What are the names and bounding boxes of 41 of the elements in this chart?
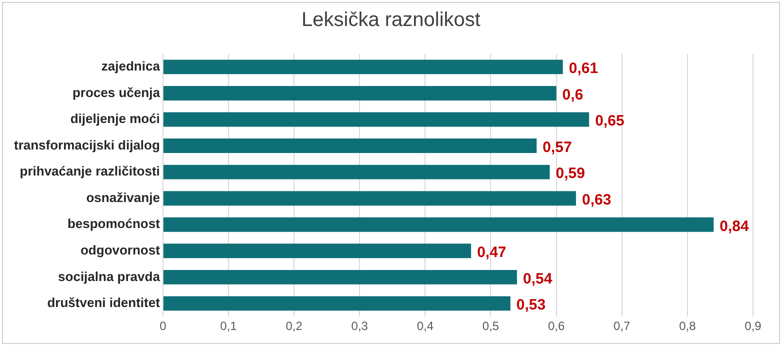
y-tick-label: transformacijski dijalog <box>14 137 160 152</box>
y-tick-label: odgovornost <box>80 242 161 258</box>
x-tick-label: 0,4 <box>416 319 434 334</box>
bar <box>163 191 576 206</box>
y-tick-label: proces učenja <box>72 84 161 100</box>
data-label: 0,84 <box>720 218 750 235</box>
y-tick-label: prihvaćanje različitosti <box>20 164 160 179</box>
data-label: 0,61 <box>568 60 598 78</box>
chart-title: Leksička raznolikost <box>300 9 482 32</box>
y-tick-label: zajednica <box>101 58 161 74</box>
bar <box>163 112 590 127</box>
y-tick-label: društveni identitet <box>47 295 161 310</box>
data-label: 0,63 <box>582 191 612 208</box>
y-tick-label: socijalna pravda <box>58 268 161 284</box>
data-label: 0,53 <box>516 296 546 314</box>
bar <box>163 244 472 258</box>
x-tick-label: 0,8 <box>679 319 696 334</box>
bar <box>163 296 510 311</box>
x-tick-label: 0,6 <box>548 319 565 334</box>
x-tick-label: 0,2 <box>286 319 303 334</box>
data-label: 0,47 <box>477 244 506 262</box>
data-label: 0,59 <box>556 165 585 182</box>
y-tick-label: dijeljenje moći <box>70 111 160 126</box>
bar <box>163 86 556 100</box>
data-label: 0,65 <box>595 112 624 130</box>
x-tick-label: 0,7 <box>614 319 631 334</box>
bar <box>163 60 563 74</box>
x-tick-label: 0,5 <box>482 319 500 334</box>
x-tick-label: 0,9 <box>744 319 762 334</box>
data-label: 0,57 <box>542 138 572 156</box>
x-tick-label: 0 <box>160 319 167 334</box>
x-tick-label: 0,1 <box>220 319 238 334</box>
bar <box>163 270 517 284</box>
bar <box>163 217 714 232</box>
y-tick-label: osnaživanje <box>86 190 160 205</box>
bar <box>163 138 537 154</box>
data-label: 0,6 <box>562 86 584 104</box>
bar <box>163 164 550 180</box>
x-tick-label: 0,3 <box>351 319 368 334</box>
data-label: 0,54 <box>522 270 553 288</box>
y-tick-label: bespomoćnost <box>67 216 161 232</box>
